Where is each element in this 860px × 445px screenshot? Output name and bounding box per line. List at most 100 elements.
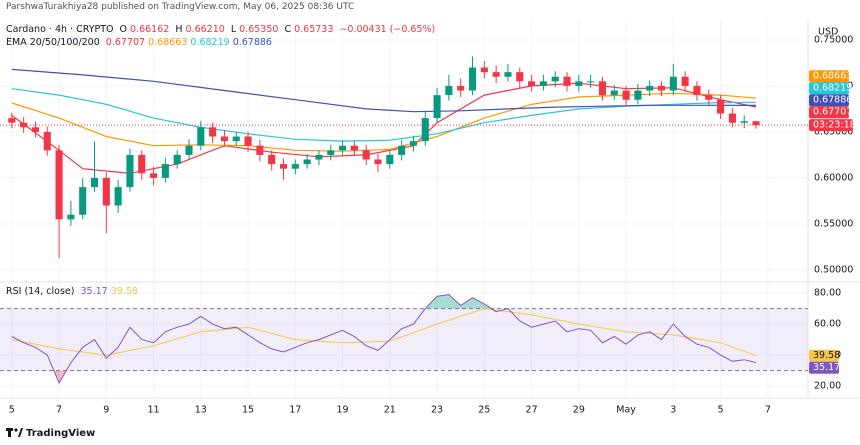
y-tick-label: 0.50000 [814, 264, 853, 275]
ema-legend: EMA 20/50/100/200 0.67707 0.68663 0.68219 0… [6, 37, 275, 48]
candle-body [31, 127, 39, 132]
ema-tag [809, 94, 849, 107]
rsi-tag-label: 39.58 [813, 350, 840, 361]
candle-body [433, 95, 441, 119]
ohlc-value: 0.65733 [294, 24, 334, 35]
x-tick-label: 7 [56, 405, 62, 416]
ema-legend-value: 0.68219 [190, 37, 230, 48]
candle-body [43, 131, 51, 151]
candle-body [114, 187, 122, 206]
candle-body [657, 85, 666, 91]
candle-body [79, 187, 87, 215]
candle-body [705, 95, 713, 100]
candle-body [150, 173, 158, 178]
ohlc-label: H [175, 24, 183, 35]
rsi-ma-line [11, 308, 757, 357]
candle-body [256, 145, 264, 155]
candle-body [598, 81, 606, 96]
ohlc-label: O [119, 24, 128, 35]
candle-body [504, 72, 512, 77]
rsi-band-fill [0, 308, 808, 371]
ema-tag-label: 0.67707 [813, 107, 852, 118]
candle-body [303, 159, 311, 165]
candle-body [291, 164, 299, 169]
ema-label: EMA 20/50/100/200 [6, 37, 100, 48]
y-tick-label: 0.60000 [814, 172, 853, 183]
candle-body [398, 145, 406, 155]
currency: USD [818, 27, 838, 38]
ema-legend-value: 0.67707 [105, 37, 146, 48]
ohlc-label: C [284, 24, 292, 35]
x-tick-label: 11 [148, 405, 160, 416]
publisher: ParshwaTurakhiya28 published on TradingV… [6, 2, 355, 12]
candle-body [669, 76, 677, 91]
symbol: Cardano · 4h · CRYPTO [6, 24, 114, 35]
rsi-tag-label: 35.17 [813, 362, 840, 373]
x-tick-label: 19 [337, 405, 349, 416]
x-tick-label: 3 [670, 405, 676, 416]
rsi-ma-legend-value: 39.58 [110, 286, 138, 297]
candle-body [67, 214, 75, 220]
rsi-line [11, 294, 757, 385]
candle-body [480, 67, 488, 73]
candle-body [646, 85, 654, 91]
candle-body [575, 81, 583, 86]
candle-body [138, 154, 146, 174]
countdown-tag [809, 119, 853, 132]
rsi-legend: RSI (14, close) 35.17 39.58 [6, 286, 141, 297]
x-tick-label: May [616, 405, 636, 416]
candle-body [161, 164, 169, 178]
candle-body [409, 141, 417, 146]
candle-body [362, 150, 370, 160]
brand-logo: TradingView [6, 428, 95, 439]
x-tick-label: 9 [103, 405, 109, 416]
candle-body [185, 145, 193, 155]
candle-body [268, 154, 276, 165]
candle-body [350, 145, 358, 151]
ema-line [11, 88, 757, 142]
ema-line [11, 82, 757, 174]
ema-legend-value: 0.68663 [148, 37, 188, 48]
x-tick-label: 13 [195, 405, 207, 416]
x-tick-label: 27 [526, 405, 538, 416]
ohlc-value: 0.66210 [185, 24, 225, 35]
candle-body [327, 150, 335, 155]
ohlc-value: 0.65350 [239, 24, 279, 35]
candle-body [634, 90, 642, 100]
candle-body [468, 67, 477, 91]
candle-body [693, 85, 701, 96]
ema-tag [809, 82, 849, 95]
candle-body [8, 118, 16, 123]
candle-body [386, 154, 394, 165]
candle-body [740, 121, 748, 123]
candle-body [551, 76, 559, 82]
ema-tag-label: 0.68663 [813, 71, 852, 82]
main-pane [8, 56, 760, 258]
x-tick-label: 5 [9, 405, 15, 416]
candle-body [728, 113, 736, 123]
x-tick-label: 7 [765, 405, 771, 416]
candle-body [197, 127, 205, 146]
candle-body [209, 127, 217, 137]
candle-body [563, 76, 571, 86]
candle-body [232, 136, 240, 142]
ohlc-label: L [230, 24, 237, 35]
candle-body [55, 150, 63, 220]
x-tick-label: 17 [289, 405, 301, 416]
candle-body [102, 177, 110, 206]
candle-body [610, 90, 618, 96]
candle-body [339, 145, 347, 151]
change: −0.00431 (−0.65%) [339, 24, 436, 35]
rsi-tag [809, 349, 839, 362]
candle-body [445, 85, 453, 96]
ema-line [11, 92, 757, 152]
x-tick-label: 15 [242, 405, 254, 416]
y-tick-label: 0.65000 [814, 126, 853, 137]
x-tick-label: 5 [718, 405, 724, 416]
candle-body [20, 122, 28, 128]
candle-body [516, 72, 524, 82]
x-tick-label: 23 [431, 405, 443, 416]
candle-body [90, 177, 99, 188]
